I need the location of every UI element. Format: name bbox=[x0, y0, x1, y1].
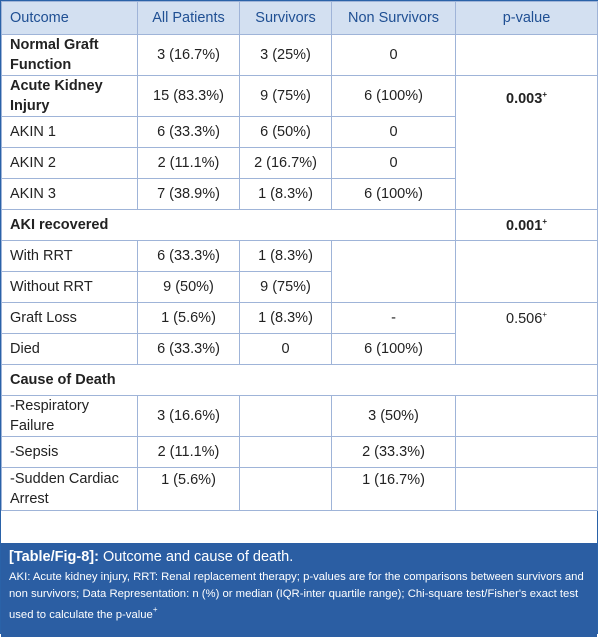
cell-all: 6 (33.3%) bbox=[137, 333, 240, 365]
table-row: Cause of Death bbox=[1, 364, 598, 396]
p-marker: + bbox=[152, 605, 158, 614]
cell-all: 6 (33.3%) bbox=[137, 116, 240, 148]
table-row: AKIN 2 2 (11.1%) 2 (16.7%) 0 bbox=[1, 147, 598, 179]
cell-all: 15 (83.3%) bbox=[137, 75, 240, 117]
cell-all: 2 (11.1%) bbox=[137, 436, 240, 468]
table-row: AKIN 3 7 (38.9%) 1 (8.3%) 6 (100%) bbox=[1, 178, 598, 210]
p-value-text: 0.506 bbox=[506, 311, 543, 327]
caption-title-text: Outcome and cause of death. bbox=[98, 549, 294, 565]
row-label: -Sudden Cardiac Arrest bbox=[1, 467, 138, 511]
row-label: Normal Graft Function bbox=[1, 34, 138, 76]
table-row: -Sepsis 2 (11.1%) 2 (33.3%) bbox=[1, 436, 598, 468]
header-p-value: p-value bbox=[455, 1, 598, 35]
cell-survivors: 9 (75%) bbox=[239, 75, 332, 117]
cell-all: 6 (33.3%) bbox=[137, 240, 240, 272]
cell-all: 3 (16.7%) bbox=[137, 34, 240, 76]
table-row: Normal Graft Function 3 (16.7%) 3 (25%) … bbox=[1, 34, 598, 76]
cell-survivors bbox=[239, 467, 332, 511]
row-label: Graft Loss bbox=[1, 302, 138, 334]
cell-all: 1 (5.6%) bbox=[137, 467, 240, 511]
cell-non-survivors: 6 (100%) bbox=[331, 333, 456, 365]
row-label: Died bbox=[1, 333, 138, 365]
header-all-patients: All Patients bbox=[137, 1, 240, 35]
table-row: Died 6 (33.3%) 0 6 (100%) bbox=[1, 333, 598, 365]
cell-survivors: 1 (8.3%) bbox=[239, 302, 332, 334]
caption-footnote: AKI: Acute kidney injury, RRT: Renal rep… bbox=[9, 569, 589, 624]
p-marker: + bbox=[542, 90, 547, 99]
cell-non-survivors: 0 bbox=[331, 116, 456, 148]
cell-non-survivors: - bbox=[331, 302, 456, 334]
cell-p-value bbox=[455, 240, 598, 303]
table-row: -Sudden Cardiac Arrest 1 (5.6%) 1 (16.7%… bbox=[1, 467, 598, 511]
row-label: Cause of Death bbox=[1, 364, 598, 396]
row-label: AKIN 3 bbox=[1, 178, 138, 210]
cell-p-value bbox=[455, 467, 598, 511]
p-marker: + bbox=[542, 216, 547, 226]
header-survivors: Survivors bbox=[239, 1, 332, 35]
cell-survivors: 3 (25%) bbox=[239, 34, 332, 76]
cell-non-survivors: 6 (100%) bbox=[331, 75, 456, 117]
table-row: AKI recovered 0.001+ bbox=[1, 209, 598, 241]
cell-survivors bbox=[239, 436, 332, 468]
caption-title: [Table/Fig-8]: Outcome and cause of deat… bbox=[9, 547, 589, 567]
cell-survivors: 0 bbox=[239, 333, 332, 365]
row-label: -Respiratory Failure bbox=[1, 395, 138, 437]
cell-p-value bbox=[455, 436, 598, 468]
cell-p-value: 0.001+ bbox=[455, 209, 598, 241]
cell-survivors bbox=[239, 395, 332, 437]
cell-all: 7 (38.9%) bbox=[137, 178, 240, 210]
row-label: Acute Kidney Injury bbox=[1, 75, 138, 117]
outcome-table: Outcome All Patients Survivors Non Survi… bbox=[1, 1, 598, 511]
p-value-text: 0.001 bbox=[506, 217, 543, 234]
row-label: AKIN 1 bbox=[1, 116, 138, 148]
table-header-row: Outcome All Patients Survivors Non Survi… bbox=[1, 1, 598, 35]
p-value-text: 0.003 bbox=[506, 91, 543, 107]
row-label: Without RRT bbox=[1, 271, 138, 303]
cell-survivors: 1 (8.3%) bbox=[239, 178, 332, 210]
row-label: -Sepsis bbox=[1, 436, 138, 468]
row-label: AKI recovered bbox=[1, 209, 456, 241]
cell-p-value: 0.506+ bbox=[455, 302, 598, 365]
cell-all: 2 (11.1%) bbox=[137, 147, 240, 179]
cell-non-survivors: 2 (33.3%) bbox=[331, 436, 456, 468]
cell-non-survivors: 6 (100%) bbox=[331, 178, 456, 210]
table-row: Acute Kidney Injury 15 (83.3%) 9 (75%) 6… bbox=[1, 75, 598, 210]
cell-non-survivors: 0 bbox=[331, 147, 456, 179]
table-caption: [Table/Fig-8]: Outcome and cause of deat… bbox=[1, 543, 597, 637]
table-row: With RRT 6 (33.3%) 1 (8.3%) bbox=[1, 240, 598, 303]
cell-all: 9 (50%) bbox=[137, 271, 240, 303]
header-non-survivors: Non Survivors bbox=[331, 1, 456, 35]
table-row: Graft Loss 1 (5.6%) 1 (8.3%) - 0.506+ bbox=[1, 302, 598, 365]
cell-non-survivors bbox=[331, 240, 456, 303]
cell-non-survivors: 0 bbox=[331, 34, 456, 76]
table-row: -Respiratory Failure 3 (16.6%) 3 (50%) bbox=[1, 395, 598, 437]
figure-label: [Table/Fig-8]: bbox=[9, 549, 99, 565]
footnote-text: AKI: Acute kidney injury, RRT: Renal rep… bbox=[9, 571, 584, 621]
cell-all: 3 (16.6%) bbox=[137, 395, 240, 437]
cell-survivors: 1 (8.3%) bbox=[239, 240, 332, 272]
header-outcome: Outcome bbox=[1, 1, 138, 35]
cell-all: 1 (5.6%) bbox=[137, 302, 240, 334]
row-label: With RRT bbox=[1, 240, 138, 272]
cell-p-value bbox=[455, 34, 598, 76]
cell-non-survivors: 3 (50%) bbox=[331, 395, 456, 437]
p-marker: + bbox=[542, 310, 547, 319]
cell-p-value: 0.003+ bbox=[455, 75, 598, 210]
cell-survivors: 9 (75%) bbox=[239, 271, 332, 303]
cell-survivors: 2 (16.7%) bbox=[239, 147, 332, 179]
cell-survivors: 6 (50%) bbox=[239, 116, 332, 148]
cell-non-survivors: 1 (16.7%) bbox=[331, 467, 456, 511]
cell-p-value bbox=[455, 395, 598, 437]
row-label: AKIN 2 bbox=[1, 147, 138, 179]
table-row: AKIN 1 6 (33.3%) 6 (50%) 0 bbox=[1, 116, 598, 148]
